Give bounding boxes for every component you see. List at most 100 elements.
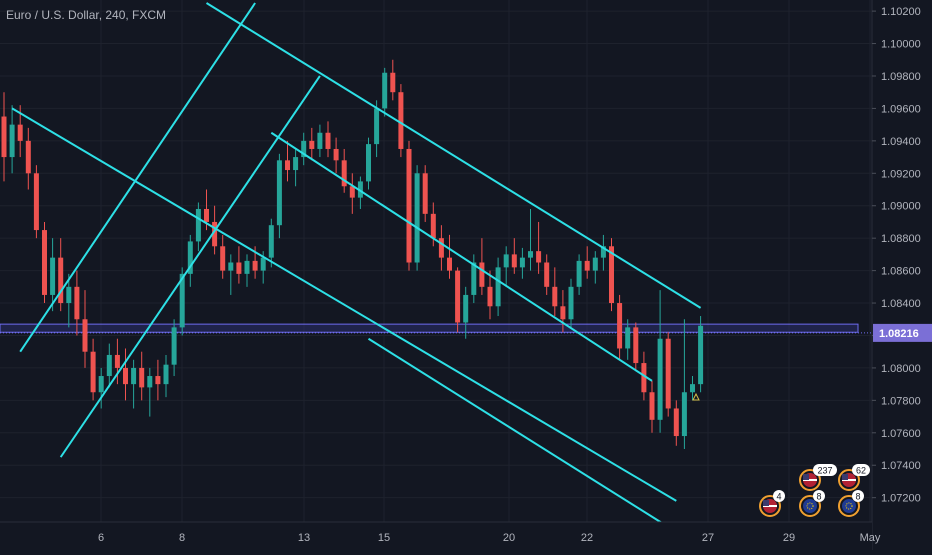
candle bbox=[244, 254, 250, 287]
candle-body bbox=[325, 132, 331, 149]
event-count-label: 8 bbox=[816, 492, 821, 502]
candle bbox=[82, 290, 88, 368]
candle-body bbox=[641, 363, 647, 393]
candle-body bbox=[74, 286, 80, 320]
candle bbox=[657, 290, 663, 433]
candle-body bbox=[471, 262, 477, 295]
candle bbox=[447, 234, 452, 279]
time-tick-label: May bbox=[860, 532, 881, 544]
candle bbox=[600, 234, 606, 271]
price-tick-label: 1.10000 bbox=[881, 39, 921, 51]
candle-body bbox=[195, 208, 201, 242]
time-tick-label: 13 bbox=[298, 532, 310, 544]
candle bbox=[268, 218, 274, 268]
candle-body bbox=[438, 238, 444, 258]
candle bbox=[374, 100, 380, 158]
price-tick-label: 1.09200 bbox=[881, 168, 921, 180]
candle bbox=[317, 124, 323, 158]
trendline-6 bbox=[270, 131, 653, 382]
candle-body bbox=[309, 140, 315, 149]
symbol-title: Euro / U.S. Dollar, 240, FXCM bbox=[6, 8, 167, 22]
candle bbox=[25, 127, 31, 190]
event-marker: 8 bbox=[799, 490, 825, 517]
candle-body bbox=[414, 173, 420, 263]
price-tick-label: 1.08600 bbox=[881, 266, 921, 278]
last-price-label: 1.08216 bbox=[879, 328, 919, 340]
candle-body bbox=[463, 294, 469, 323]
candle-body bbox=[220, 246, 226, 271]
event-marker: 8 bbox=[838, 490, 864, 517]
candle-body bbox=[430, 213, 436, 239]
candle-body bbox=[212, 221, 218, 247]
candle bbox=[609, 238, 614, 312]
candle bbox=[487, 270, 493, 320]
candle-body bbox=[673, 408, 679, 437]
candle bbox=[479, 238, 485, 295]
event-count-label: 4 bbox=[776, 492, 781, 502]
candle-body bbox=[228, 262, 234, 271]
trendline-2 bbox=[367, 337, 669, 528]
candle-body bbox=[568, 286, 574, 320]
candle bbox=[341, 148, 347, 193]
candle-body bbox=[479, 262, 485, 287]
candle-body bbox=[285, 160, 290, 171]
candle-body bbox=[609, 246, 614, 304]
event-markers[interactable]: 4 8 237 8 62 bbox=[759, 464, 870, 517]
support-zone bbox=[0, 323, 859, 333]
candle bbox=[58, 238, 64, 312]
price-tick-label: 1.08400 bbox=[881, 298, 921, 310]
candle-body bbox=[560, 306, 566, 320]
candle bbox=[382, 67, 388, 117]
last-price-badge bbox=[873, 323, 932, 342]
candle bbox=[187, 234, 193, 287]
trendline-4 bbox=[59, 75, 321, 458]
candle-body bbox=[519, 257, 525, 268]
candle-body bbox=[236, 262, 242, 274]
candle bbox=[276, 153, 282, 239]
candle bbox=[139, 351, 145, 401]
candle bbox=[495, 257, 501, 317]
candle-body bbox=[17, 124, 23, 141]
candle-body bbox=[633, 327, 639, 364]
candle bbox=[422, 165, 428, 222]
price-tick-label: 1.07600 bbox=[881, 428, 921, 440]
candle bbox=[114, 338, 120, 385]
candle bbox=[309, 127, 315, 161]
flag-canton bbox=[842, 474, 848, 480]
trendlines[interactable] bbox=[11, 2, 702, 528]
eu-flag-icon bbox=[803, 499, 817, 513]
candle-body bbox=[204, 208, 209, 222]
candle-body bbox=[268, 225, 274, 258]
candle bbox=[560, 290, 566, 333]
candle bbox=[325, 121, 331, 158]
candle bbox=[503, 246, 509, 287]
candle bbox=[673, 400, 679, 446]
candle bbox=[74, 270, 80, 336]
candle-body bbox=[487, 286, 493, 307]
candle-body bbox=[179, 273, 185, 328]
price-tick-label: 1.07800 bbox=[881, 395, 921, 407]
event-count-label: 62 bbox=[856, 466, 866, 476]
candle-body bbox=[698, 325, 704, 385]
price-tick-label: 1.07400 bbox=[881, 460, 921, 472]
candle bbox=[633, 322, 639, 372]
candle bbox=[366, 137, 371, 190]
candle bbox=[544, 254, 550, 295]
trendline-5 bbox=[205, 2, 702, 309]
candle bbox=[511, 238, 517, 274]
price-tick-label: 1.09400 bbox=[881, 136, 921, 148]
time-axis[interactable]: 6 8 13 15 20 22 27 29 May bbox=[0, 521, 881, 550]
candle bbox=[98, 367, 104, 409]
candle-body bbox=[552, 286, 558, 307]
candle bbox=[357, 176, 363, 209]
candle bbox=[463, 286, 469, 339]
price-axis[interactable]: 1.07200 1.07400 1.07600 1.07800 1.08000 1.082… bbox=[871, 0, 932, 550]
candle-body bbox=[1, 116, 7, 158]
grid bbox=[0, 0, 872, 522]
candle bbox=[301, 132, 307, 166]
candle bbox=[584, 246, 590, 279]
candle-body bbox=[600, 246, 606, 258]
flag-stripe bbox=[842, 479, 856, 481]
